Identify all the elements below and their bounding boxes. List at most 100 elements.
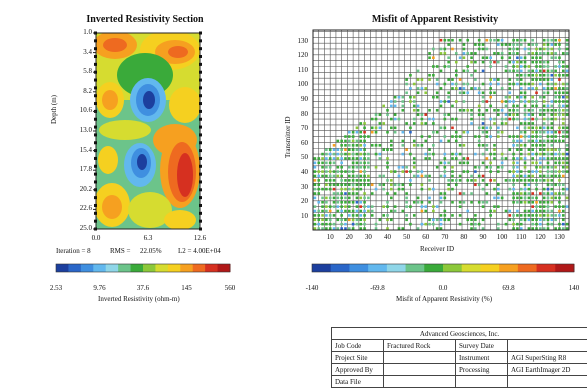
misfit-point: [394, 210, 397, 213]
misfit-point: [340, 179, 343, 182]
misfit-point: [463, 87, 466, 90]
misfit-point: [543, 100, 546, 103]
electrode-marker: [94, 118, 97, 121]
resistivity-colorbar-swatch: [68, 264, 81, 272]
misfit-point: [436, 78, 439, 81]
misfit-point: [348, 218, 351, 221]
electrode-marker: [94, 39, 97, 42]
misfit-point: [520, 43, 523, 46]
misfit-point: [451, 214, 454, 217]
misfit-point: [432, 188, 435, 191]
misfit-point: [348, 210, 351, 213]
title-block-cell: [508, 376, 587, 388]
misfit-point: [356, 183, 359, 186]
misfit-point: [444, 166, 447, 169]
misfit-point: [547, 175, 550, 178]
misfit-point: [554, 56, 557, 59]
misfit-point: [562, 61, 565, 64]
misfit-point: [535, 65, 538, 68]
misfit-point: [344, 179, 347, 182]
misfit-point: [524, 131, 527, 134]
misfit-point: [447, 179, 450, 182]
misfit-point: [352, 214, 355, 217]
misfit-point: [520, 192, 523, 195]
misfit-point: [486, 48, 489, 51]
misfit-point: [535, 197, 538, 200]
misfit-point: [352, 135, 355, 138]
electrode-marker: [199, 188, 202, 191]
misfit-point: [528, 148, 531, 151]
misfit-point: [535, 70, 538, 73]
misfit-point: [459, 162, 462, 165]
misfit-point: [497, 109, 500, 112]
misfit-point: [493, 118, 496, 121]
misfit-point: [325, 223, 328, 226]
electrode-marker: [94, 55, 97, 58]
misfit-point: [352, 170, 355, 173]
misfit-point: [436, 205, 439, 208]
misfit-point: [535, 210, 538, 213]
misfit-point: [363, 210, 366, 213]
misfit-point: [539, 218, 542, 221]
misfit-point: [531, 56, 534, 59]
misfit-point: [359, 140, 362, 143]
misfit-point: [512, 214, 515, 217]
misfit-point: [524, 135, 527, 138]
misfit-point: [478, 175, 481, 178]
misfit-point: [459, 214, 462, 217]
misfit-point: [459, 78, 462, 81]
misfit-point: [482, 61, 485, 64]
misfit-point: [482, 205, 485, 208]
misfit-point: [405, 201, 408, 204]
misfit-point: [528, 175, 531, 178]
misfit-point: [551, 78, 554, 81]
misfit-point: [333, 148, 336, 151]
electrode-marker: [199, 165, 202, 168]
misfit-point: [375, 131, 378, 134]
misfit-point: [551, 175, 554, 178]
resistivity-colorbar-tick: 560: [215, 284, 245, 292]
misfit-point: [547, 48, 550, 51]
electrode-marker: [199, 212, 202, 215]
misfit-point: [531, 153, 534, 156]
title-block-cell: Job Code: [332, 340, 384, 352]
misfit-point: [528, 70, 531, 73]
misfit-point: [531, 210, 534, 213]
misfit-point: [440, 223, 443, 226]
misfit-point: [325, 179, 328, 182]
misfit-point: [344, 157, 347, 160]
misfit-point: [531, 100, 534, 103]
misfit-point: [562, 96, 565, 99]
misfit-point: [566, 105, 569, 108]
misfit-point: [428, 218, 431, 221]
misfit-point: [508, 48, 511, 51]
misfit-point: [543, 87, 546, 90]
misfit-point: [474, 87, 477, 90]
misfit-point: [554, 218, 557, 221]
misfit-point: [413, 105, 416, 108]
misfit-point: [356, 157, 359, 160]
misfit-point: [333, 162, 336, 165]
misfit-point: [470, 227, 473, 230]
left-y-tick-label: 17.8: [66, 165, 92, 173]
misfit-point: [547, 131, 550, 134]
misfit-point: [459, 135, 462, 138]
misfit-point: [482, 48, 485, 51]
misfit-point: [528, 118, 531, 121]
misfit-point: [344, 192, 347, 195]
misfit-point: [398, 175, 401, 178]
misfit-point: [547, 127, 550, 130]
misfit-point: [497, 166, 500, 169]
misfit-point: [543, 127, 546, 130]
misfit-point: [436, 91, 439, 94]
misfit-point: [337, 166, 340, 169]
misfit-point: [352, 201, 355, 204]
misfit-point: [344, 197, 347, 200]
misfit-point: [501, 109, 504, 112]
misfit-point: [562, 166, 565, 169]
misfit-point: [551, 56, 554, 59]
misfit-point: [417, 197, 420, 200]
misfit-point: [482, 113, 485, 116]
misfit-point: [375, 118, 378, 121]
misfit-point: [551, 131, 554, 134]
